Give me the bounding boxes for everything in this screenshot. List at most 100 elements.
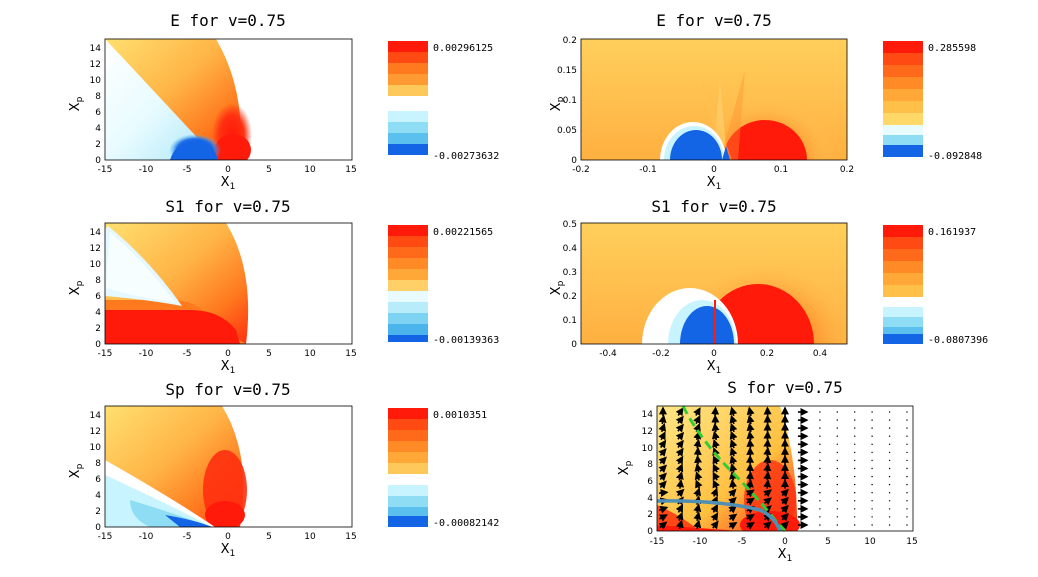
vector-arrow bbox=[780, 512, 789, 522]
y-tick-label: 0.5 bbox=[563, 220, 577, 230]
x-tick-label: -10 bbox=[139, 349, 154, 359]
vector-arrow bbox=[763, 471, 772, 481]
vector-dot bbox=[836, 500, 838, 502]
vector-arrow bbox=[763, 454, 772, 465]
x-tick-label: -5 bbox=[183, 349, 192, 359]
x-tick-label: 10 bbox=[864, 537, 876, 547]
vector-arrow bbox=[780, 488, 789, 498]
x-tick-label: -15 bbox=[98, 349, 113, 359]
heatmap-field bbox=[105, 223, 249, 344]
colorbar-max-label: 0.285598 bbox=[928, 43, 976, 54]
x-ticks: -15 -10 -5 0 5 10 15 bbox=[98, 349, 357, 359]
vector-arrow bbox=[763, 489, 772, 498]
vector-dot bbox=[888, 492, 891, 494]
vector-arrow bbox=[729, 447, 738, 457]
colorbar-min-label: -0.0807396 bbox=[928, 335, 988, 346]
panel-title: S1 for v=0.75 bbox=[651, 197, 776, 216]
vector-arrow bbox=[675, 519, 684, 530]
vector-dot bbox=[871, 459, 873, 462]
vector-dot bbox=[888, 443, 891, 445]
y-ticks: 0 2 4 6 8 10 12 14 bbox=[90, 228, 102, 350]
vector-arrow bbox=[675, 488, 685, 498]
vector-dot bbox=[906, 483, 908, 486]
x-axis-label: X1 bbox=[221, 542, 236, 559]
vector-arrow bbox=[658, 431, 666, 441]
y-tick-label: 2 bbox=[95, 140, 101, 150]
vector-dot bbox=[906, 419, 908, 421]
vector-arrow bbox=[676, 479, 685, 489]
vector-dot bbox=[888, 451, 891, 454]
vector-dot bbox=[819, 451, 821, 454]
vector-arrow bbox=[745, 522, 755, 530]
vector-arrow bbox=[658, 514, 668, 522]
x-tick-label: -5 bbox=[183, 532, 192, 542]
y-tick-label: 10 bbox=[90, 443, 102, 453]
vector-dot bbox=[836, 459, 838, 462]
y-tick-label: 4 bbox=[95, 124, 101, 134]
vector-arrow bbox=[712, 471, 720, 481]
colorbar-max-label: 0.161937 bbox=[928, 227, 976, 238]
vector-dot bbox=[888, 411, 891, 413]
plot-frame bbox=[104, 222, 353, 345]
vector-dot bbox=[836, 475, 838, 478]
vector-arrow bbox=[729, 422, 738, 433]
panel-s1-zoom: S1 for v=0.75 0 0.1 0.2 0.3 0.4 0.5 -0.4… bbox=[549, 197, 988, 376]
vector-arrow bbox=[746, 438, 755, 449]
x-tick-label: 10 bbox=[304, 532, 316, 542]
x-tick-label: 15 bbox=[345, 165, 356, 175]
x-tick-label: 0 bbox=[711, 349, 717, 359]
vector-dot bbox=[871, 516, 873, 518]
vector-arrow bbox=[711, 422, 720, 433]
vector-arrow bbox=[746, 406, 755, 417]
y-axis-label: Xp bbox=[617, 460, 634, 475]
vector-arrow bbox=[712, 479, 720, 489]
vector-dot bbox=[906, 475, 908, 478]
x-axis-label: X1 bbox=[221, 175, 236, 192]
y-tick-label: 8 bbox=[95, 459, 101, 469]
vector-arrow bbox=[675, 423, 684, 433]
y-tick-label: 0.3 bbox=[563, 268, 577, 278]
y-tick-label: 2 bbox=[95, 507, 101, 517]
vector-dot bbox=[906, 524, 908, 526]
vector-dot bbox=[836, 435, 838, 437]
vector-dot bbox=[819, 524, 821, 526]
vector-dot bbox=[819, 500, 821, 502]
x-tick-label: 0 bbox=[782, 537, 788, 547]
panel-title: E for v=0.75 bbox=[656, 11, 772, 30]
vector-dot bbox=[871, 467, 873, 470]
y-tick-label: 12 bbox=[90, 244, 101, 254]
colorbar: 0.285598 -0.092848 bbox=[883, 41, 982, 162]
vector-arrow bbox=[658, 456, 667, 465]
colorbar-max-label: 0.00221565 bbox=[433, 227, 493, 238]
vector-dot bbox=[854, 508, 856, 510]
y-tick-label: 12 bbox=[90, 60, 101, 70]
vector-dot bbox=[854, 516, 856, 518]
vector-arrow bbox=[675, 407, 684, 417]
y-tick-label: 10 bbox=[90, 76, 102, 86]
x-tick-label: 0 bbox=[225, 532, 231, 542]
y-ticks: 0 0.1 0.2 0.3 0.4 0.5 bbox=[563, 220, 578, 350]
colorbar-min-label: -0.00139363 bbox=[433, 335, 499, 346]
y-tick-label: 0.1 bbox=[563, 96, 577, 106]
vector-dot bbox=[871, 443, 873, 445]
vector-dot bbox=[871, 492, 873, 494]
vector-dot bbox=[854, 451, 856, 454]
vector-dot bbox=[819, 419, 821, 421]
vector-dot bbox=[854, 467, 856, 470]
vector-dot bbox=[854, 500, 856, 502]
x-ticks: -15 -10 -5 0 5 10 15 bbox=[98, 165, 357, 175]
vector-dot bbox=[906, 467, 908, 470]
y-tick-label: 8 bbox=[95, 92, 101, 102]
vector-dot bbox=[819, 435, 821, 437]
vector-arrow bbox=[746, 430, 755, 441]
heatmap-field bbox=[105, 406, 247, 527]
vector-dot bbox=[888, 419, 891, 421]
x-tick-label: -15 bbox=[650, 537, 665, 547]
panel-s1-wide: S1 for v=0.75 0 2 4 6 8 10 12 14 -15 -10… bbox=[68, 197, 499, 376]
y-ticks: 0 2 4 6 8 10 12 14 bbox=[642, 410, 654, 537]
vector-dot bbox=[888, 435, 891, 437]
panel-title: S1 for v=0.75 bbox=[165, 197, 290, 216]
y-tick-label: 8 bbox=[95, 276, 101, 286]
vector-dot bbox=[871, 419, 873, 421]
